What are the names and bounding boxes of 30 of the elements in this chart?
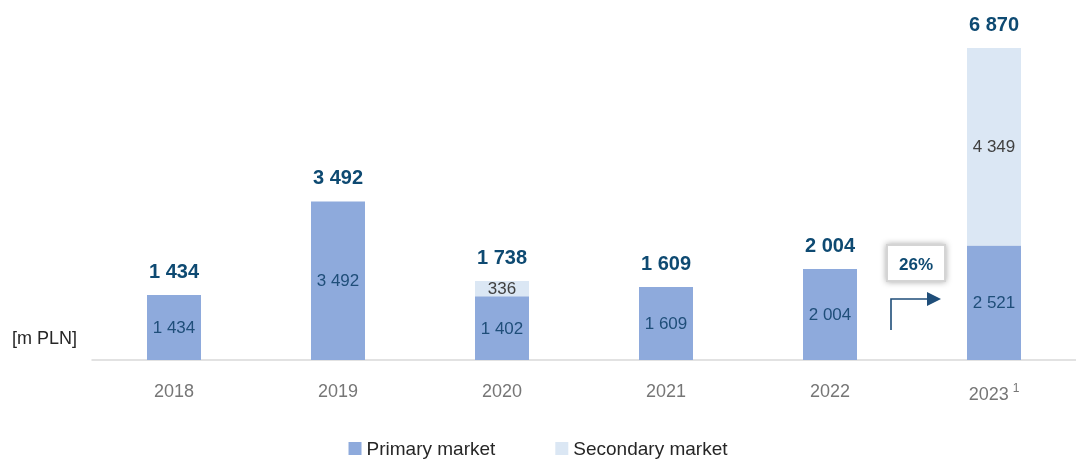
data-label: 1 609 — [644, 313, 688, 333]
x-tick-label: 2019 — [317, 381, 359, 401]
x-tick-label: 2018 — [153, 381, 195, 401]
data-label: 336 — [487, 279, 517, 299]
annotation: 26% — [898, 254, 934, 274]
bar — [639, 286, 693, 360]
bar — [967, 245, 1021, 360]
data-label: 2 004 — [808, 304, 852, 324]
data-label: 1 402 — [480, 318, 524, 338]
data-label: 3 492 — [316, 271, 360, 291]
bar — [147, 294, 201, 360]
legend-label: Secondary market — [573, 438, 729, 459]
x-tick-label: 2022 — [809, 381, 851, 401]
bar — [967, 48, 1021, 246]
total-label: 1 738 — [476, 246, 528, 269]
x-tick-label: 2020 — [481, 381, 523, 401]
x-tick-label: 2021 — [645, 381, 687, 401]
total-label: 2 004 — [804, 233, 856, 256]
bar — [803, 268, 857, 360]
total-label: 1 609 — [640, 251, 692, 274]
y-axis-title: [m PLN] — [12, 328, 78, 348]
total-label: 1 434 — [148, 259, 200, 282]
legend-label: Primary market — [366, 438, 497, 459]
data-label: 1 434 — [152, 317, 196, 337]
data-label: 2 521 — [972, 293, 1016, 313]
bar — [475, 296, 529, 360]
bar — [311, 201, 365, 360]
data-label: 4 349 — [972, 137, 1016, 157]
total-label: 6 870 — [968, 13, 1020, 35]
total-label: 3 492 — [312, 166, 364, 189]
